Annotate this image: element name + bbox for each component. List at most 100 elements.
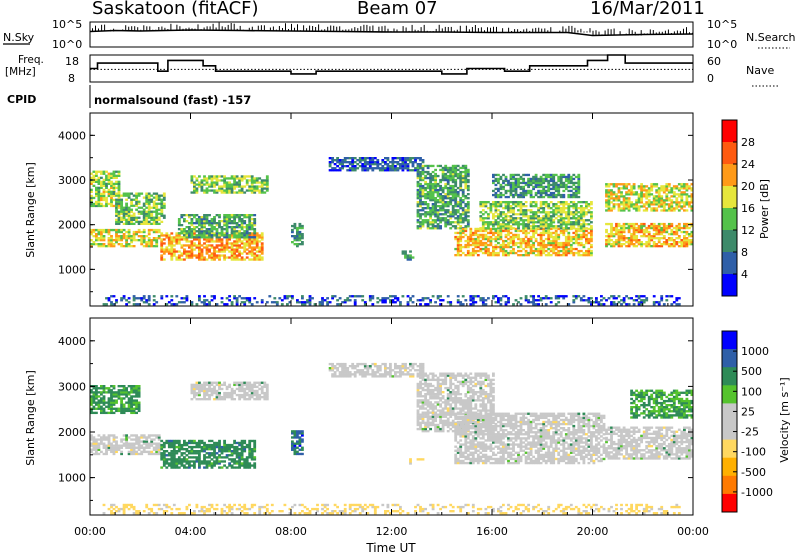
heatmap-cell bbox=[662, 235, 666, 238]
heatmap-cell bbox=[517, 173, 520, 177]
heatmap-cell bbox=[97, 190, 101, 194]
heatmap-cell bbox=[132, 303, 136, 306]
heatmap-cell bbox=[115, 237, 118, 240]
heatmap-cell bbox=[512, 241, 515, 245]
heatmap-cell bbox=[630, 189, 634, 192]
heatmap-cell bbox=[590, 229, 593, 233]
heatmap-cell bbox=[552, 205, 556, 208]
heatmap-cell bbox=[459, 247, 463, 251]
heatmap-cell bbox=[557, 249, 561, 253]
heatmap-cell bbox=[662, 205, 666, 208]
heatmap-cell bbox=[346, 157, 350, 160]
heatmap-cell bbox=[499, 203, 503, 206]
heatmap-cell bbox=[610, 183, 613, 186]
heatmap-cell bbox=[499, 303, 503, 306]
heatmap-cell bbox=[492, 231, 495, 235]
heatmap-cell bbox=[572, 225, 576, 228]
heatmap-cell bbox=[205, 187, 209, 190]
heatmap-cell bbox=[537, 185, 541, 189]
heatmap-cell bbox=[198, 254, 201, 257]
heatmap-cell bbox=[177, 224, 181, 227]
heatmap-cell bbox=[429, 174, 433, 178]
heatmap-cell bbox=[150, 438, 154, 441]
heatmap-cell bbox=[112, 190, 116, 194]
heatmap-cell bbox=[512, 243, 515, 247]
heatmap-cell bbox=[248, 258, 252, 261]
heatmap-cell bbox=[210, 244, 214, 247]
heatmap-cell bbox=[386, 297, 390, 300]
heatmap-cell bbox=[655, 301, 659, 304]
heatmap-cell bbox=[260, 234, 264, 237]
heatmap-cell bbox=[411, 161, 415, 164]
heatmap-cell bbox=[504, 183, 508, 187]
heatmap-cell bbox=[507, 297, 510, 300]
heatmap-cell bbox=[127, 297, 131, 300]
heatmap-cell bbox=[185, 232, 189, 235]
heatmap-cell bbox=[627, 183, 631, 186]
colorbar-swatch bbox=[722, 142, 737, 165]
heatmap-cell bbox=[160, 246, 164, 249]
heatmap-cell bbox=[230, 189, 234, 192]
heatmap-cell bbox=[142, 448, 146, 451]
heatmap-cell bbox=[132, 212, 136, 215]
heatmap-cell bbox=[348, 157, 352, 160]
heatmap-cell bbox=[426, 211, 430, 214]
heatmap-cell bbox=[444, 193, 448, 196]
heatmap-cell bbox=[572, 254, 576, 257]
heatmap-cell bbox=[617, 235, 621, 238]
heatmap-cell bbox=[225, 224, 229, 227]
heatmap-cell bbox=[509, 175, 513, 179]
heatmap-cell bbox=[243, 214, 247, 217]
heatmap-cell bbox=[110, 172, 113, 175]
heatmap-cell bbox=[223, 181, 227, 184]
heatmap-cell bbox=[117, 214, 121, 217]
heatmap-cell bbox=[617, 237, 621, 240]
heatmap-cell bbox=[481, 301, 485, 304]
heatmap-cell bbox=[160, 194, 164, 197]
heatmap-cell bbox=[100, 436, 103, 439]
heatmap-cell bbox=[524, 211, 528, 214]
heatmap-cell bbox=[421, 213, 425, 216]
heatmap-cell bbox=[416, 221, 420, 224]
heatmap-cell bbox=[125, 208, 129, 211]
heatmap-cell bbox=[230, 216, 234, 219]
heatmap-cell bbox=[615, 297, 618, 300]
heatmap-cell bbox=[331, 297, 335, 300]
heatmap-cell bbox=[557, 215, 561, 218]
heatmap-cell bbox=[552, 221, 556, 224]
heatmap-cell bbox=[529, 195, 533, 199]
heatmap-cell bbox=[130, 237, 134, 240]
heatmap-cell bbox=[165, 246, 169, 249]
heatmap-cell bbox=[147, 297, 151, 300]
heatmap-cell bbox=[92, 204, 96, 208]
heatmap-cell bbox=[554, 209, 558, 212]
heatmap-cell bbox=[449, 197, 453, 200]
heatmap-cell bbox=[574, 211, 578, 214]
heatmap-cell bbox=[107, 190, 111, 194]
heatmap-cell bbox=[122, 245, 126, 248]
heatmap-cell bbox=[532, 297, 536, 300]
heatmap-cell bbox=[434, 219, 438, 222]
heatmap-cell bbox=[117, 196, 121, 199]
heatmap-cell bbox=[456, 241, 460, 245]
heatmap-cell bbox=[519, 193, 523, 197]
heatmap-cell bbox=[150, 212, 154, 215]
heatmap-cell bbox=[559, 295, 563, 298]
heatmap-cell bbox=[670, 295, 674, 298]
heatmap-cell bbox=[610, 189, 613, 192]
heatmap-cell bbox=[107, 182, 111, 186]
heatmap-cell bbox=[517, 203, 520, 206]
heatmap-cell bbox=[549, 173, 553, 177]
heatmap-cell bbox=[647, 235, 651, 238]
freq-label-line2: [MHz] bbox=[5, 66, 36, 78]
heatmap-cell bbox=[213, 248, 216, 251]
heatmap-cell bbox=[436, 217, 440, 220]
heatmap-cell bbox=[250, 187, 254, 190]
heatmap-cell bbox=[250, 224, 254, 227]
heatmap-cell bbox=[394, 169, 397, 172]
heatmap-cell bbox=[97, 442, 101, 445]
heatmap-cell bbox=[607, 209, 611, 212]
heatmap-cell bbox=[617, 301, 621, 304]
heatmap-cell bbox=[97, 204, 101, 208]
heatmap-cell bbox=[117, 174, 121, 178]
